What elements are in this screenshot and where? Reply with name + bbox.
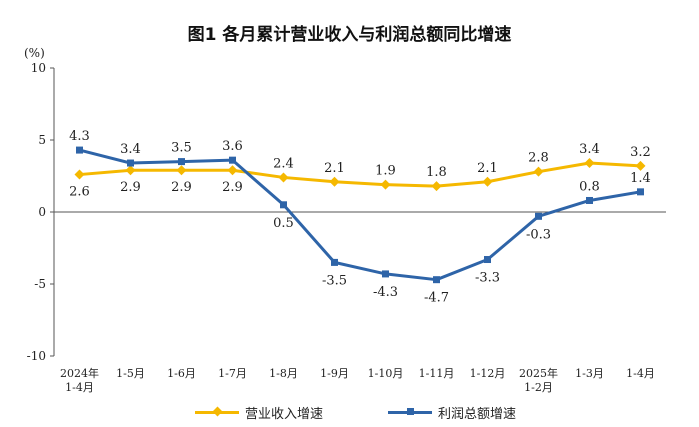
revenue-data-point — [584, 158, 595, 169]
profit-data-label: -3.5 — [322, 273, 347, 288]
revenue-data-label: 3.2 — [630, 145, 651, 160]
legend-line-profit — [388, 408, 432, 415]
y-tick-label: 5 — [38, 133, 46, 147]
legend-item-profit: 利润总额增速 — [388, 403, 516, 422]
profit-data-point — [637, 188, 644, 196]
revenue-data-point — [482, 176, 493, 187]
x-tick-label: 1-11月 — [419, 367, 455, 380]
revenue-series-line — [79, 161, 641, 188]
profit-data-point — [382, 270, 389, 278]
profit-data-point — [535, 212, 542, 220]
legend-item-revenue: 营业收入增速 — [195, 403, 323, 422]
profit-data-label: -4.3 — [373, 285, 398, 300]
revenue-data-point — [125, 165, 136, 176]
chart-title: 图1 各月累计营业收入与利润总额同比增速 — [187, 25, 512, 45]
revenue-data-label: 1.8 — [426, 165, 447, 180]
profit-data-label: -0.3 — [526, 227, 551, 242]
profit-data-point — [76, 146, 83, 154]
profit-data-point — [331, 258, 338, 266]
revenue-data-label: 2.1 — [477, 161, 498, 176]
revenue-data-label: 2.8 — [528, 151, 549, 166]
y-tick-label: -10 — [27, 349, 46, 363]
x-tick-label: 1-5月 — [116, 367, 145, 380]
diamond-marker-icon — [212, 406, 223, 417]
revenue-data-label: 2.6 — [69, 185, 90, 200]
revenue-data-point — [176, 165, 187, 176]
x-tick-label: 1-4月 — [626, 367, 655, 380]
revenue-data-point — [635, 160, 646, 171]
revenue-data-point — [74, 169, 85, 180]
profit-series-line — [79, 148, 641, 282]
revenue-data-point — [329, 176, 340, 187]
legend-line-revenue — [195, 406, 239, 417]
square-marker-icon — [407, 408, 414, 415]
revenue-data-point — [431, 181, 442, 192]
x-tick-label: 1-6月 — [167, 367, 196, 380]
profit-data-label: 3.4 — [120, 142, 141, 157]
profit-data-point — [586, 196, 593, 204]
profit-data-point — [484, 256, 491, 264]
x-tick-label: 1-12月 — [470, 367, 506, 380]
revenue-data-label: 3.4 — [579, 142, 600, 157]
profit-data-label: 0.5 — [273, 216, 294, 231]
legend-label-revenue: 营业收入增速 — [245, 407, 324, 422]
revenue-data-label: 2.9 — [120, 180, 141, 195]
revenue-data-label: 1.9 — [375, 164, 396, 179]
revenue-data-point — [278, 172, 289, 183]
y-tick-label: 10 — [31, 61, 46, 75]
profit-data-point — [433, 276, 440, 284]
x-tick-label: 1-8月 — [269, 367, 298, 380]
revenue-data-label: 2.4 — [273, 156, 294, 171]
profit-data-label: 3.5 — [171, 141, 192, 156]
revenue-data-label: 2.1 — [324, 161, 345, 176]
profit-data-label: 3.6 — [222, 139, 243, 154]
revenue-data-point — [380, 179, 391, 190]
revenue-data-label: 2.9 — [222, 180, 243, 195]
x-tick-label: 1-10月 — [368, 367, 404, 380]
profit-data-point — [127, 159, 134, 167]
x-tick-label: 1-9月 — [320, 367, 349, 380]
profit-data-point — [280, 201, 287, 209]
profit-data-label: -4.7 — [424, 291, 449, 306]
x-tick-label: 2024年 1-4月 — [60, 366, 99, 394]
profit-data-label: 4.3 — [69, 129, 90, 144]
profit-data-point — [229, 156, 236, 164]
y-axis-unit-label: (%) — [24, 46, 45, 60]
x-tick-label: 1-7月 — [218, 367, 247, 380]
profit-data-label: 0.8 — [579, 179, 600, 194]
legend-label-profit: 利润总额增速 — [438, 407, 517, 422]
profit-data-label: 1.4 — [630, 171, 651, 186]
revenue-data-point — [227, 165, 238, 176]
revenue-data-point — [533, 166, 544, 177]
x-tick-label: 2025年 1-2月 — [519, 366, 558, 394]
y-tick-label: -5 — [34, 277, 46, 291]
x-tick-label: 1-3月 — [575, 367, 604, 380]
profit-data-label: -3.3 — [475, 271, 500, 286]
y-tick-label: 0 — [38, 205, 46, 219]
profit-data-point — [178, 158, 185, 166]
revenue-data-label: 2.9 — [171, 180, 192, 195]
